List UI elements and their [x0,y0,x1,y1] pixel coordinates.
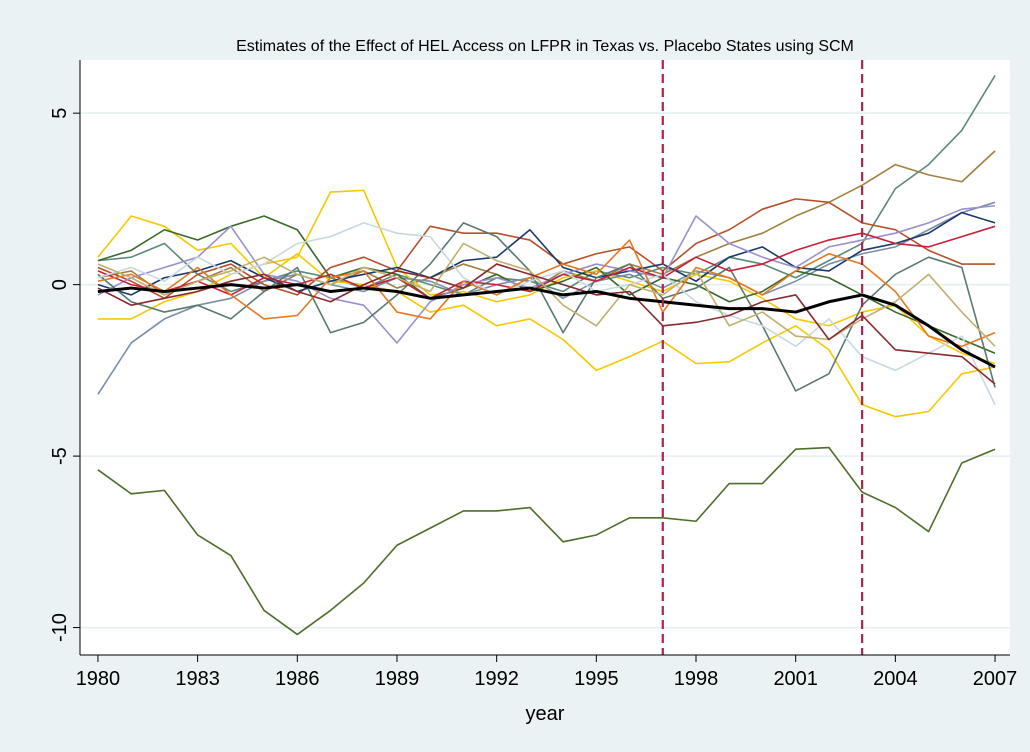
x-tick-label: 2007 [973,668,1018,690]
chart-title: Estimates of the Effect of HEL Access on… [236,38,854,55]
series-line [97,215,996,418]
series-line [97,263,996,385]
y-tick-label: 5 [49,108,71,119]
series-line [97,198,996,300]
series-line [97,446,996,636]
x-tick-label: 1992 [474,668,519,690]
series-line [97,239,996,348]
x-tick-label: 2004 [873,668,918,690]
x-tick-label: 1986 [275,668,320,690]
x-tick-label: 1983 [175,668,220,690]
y-tick-label: -10 [49,613,71,642]
x-tick-label: 1980 [76,668,121,690]
series-line [97,222,996,392]
x-tick-label: 2001 [773,668,818,690]
x-axis-label: year [526,703,565,725]
series-line [97,283,996,369]
x-tick-label: 1998 [674,668,719,690]
y-tick-label: -5 [49,447,71,465]
plot-area [80,60,1010,655]
series-line [97,222,996,406]
x-tick-label: 1989 [375,668,420,690]
series-line [97,242,996,347]
series-line [97,215,996,354]
series-line [97,204,996,344]
y-tick-label: 0 [49,279,71,290]
x-tick-label: 1995 [574,668,619,690]
